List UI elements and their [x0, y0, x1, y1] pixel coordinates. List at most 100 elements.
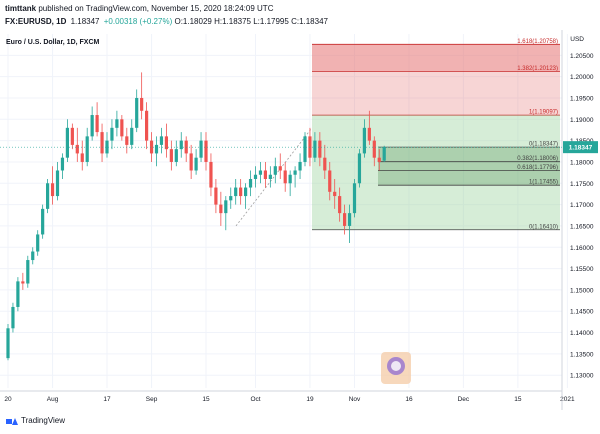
candle-body	[357, 153, 362, 184]
candle-body	[199, 140, 203, 158]
candle-body	[31, 251, 35, 261]
x-tick-label: 19	[306, 396, 314, 403]
candle-body	[323, 157, 327, 171]
badge-core	[391, 361, 401, 371]
candle-body	[194, 157, 198, 171]
open-label: O:	[174, 17, 183, 26]
x-tick-label: Aug	[47, 396, 59, 403]
candle-body	[26, 260, 30, 284]
fib-level-label: 1.382(1.20123)	[517, 66, 558, 72]
symbol-label: FX:EURUSD, 1D	[5, 17, 67, 26]
candle-body	[293, 170, 297, 175]
y-tick-label: 1.16500	[570, 223, 594, 230]
fib-zone-top	[312, 44, 560, 72]
y-tick-label: 1.13500	[570, 351, 594, 358]
candle-body	[135, 97, 139, 128]
candle-body	[347, 213, 352, 226]
candle-body	[140, 97, 144, 111]
candle-body	[333, 191, 337, 197]
candle-body	[50, 183, 55, 197]
candle-body	[263, 170, 267, 180]
candle-body	[41, 208, 45, 235]
candle-body	[169, 149, 173, 162]
fib-level-label: 1(1.19097)	[529, 110, 558, 116]
y-tick-label: 1.19000	[570, 117, 594, 124]
y-tick-label: 1.17000	[570, 202, 594, 209]
fib-level-label: 0(1.18347)	[529, 142, 558, 148]
fib-level-label: 1.618(1.20758)	[517, 39, 558, 45]
candle-body	[100, 132, 104, 154]
candle-body	[253, 174, 258, 180]
candle-body	[130, 127, 134, 145]
low-value: 1.17995	[259, 17, 289, 26]
candle-body	[149, 140, 154, 154]
candle-body	[115, 119, 119, 128]
candle-body	[268, 174, 272, 180]
y-tick-label: 1.18000	[570, 159, 594, 166]
candle-body	[229, 196, 233, 201]
fibonacci-tools[interactable]: 1.618(1.20758) 1.382(1.20123) 1(1.19097) 0(…	[235, 39, 560, 230]
candle-body	[60, 157, 65, 171]
high-value: 1.18375	[222, 17, 251, 26]
candle-body	[278, 166, 282, 171]
candle-body	[65, 127, 69, 158]
fib-level-label: 1(1.17455)	[529, 180, 558, 186]
candle-body	[214, 187, 218, 205]
close-label: C:	[291, 17, 300, 26]
candle-body	[234, 187, 238, 197]
candle-body	[283, 170, 287, 184]
x-tick-label: Sep	[146, 396, 158, 403]
candle-body	[179, 140, 183, 150]
publish-line: timttank published on TradingView.com, N…	[5, 4, 273, 13]
candle-body	[338, 196, 342, 214]
candle-body	[219, 204, 223, 214]
candle-body	[11, 306, 15, 329]
y-tick-label: 1.14000	[570, 330, 594, 337]
close-value: 1.18347	[299, 17, 328, 26]
chart-axes: 1.205001.200001.195001.190001.185001.180…	[0, 30, 598, 410]
candle-body	[159, 136, 164, 145]
low-label: L:	[253, 17, 260, 26]
candle-body	[352, 183, 357, 214]
candle-body	[95, 115, 99, 133]
candle-body	[382, 147, 386, 161]
candle-body	[204, 140, 208, 162]
candle-body	[164, 136, 168, 150]
candle-body	[313, 140, 317, 158]
x-tick-label: Dec	[458, 396, 470, 403]
y-tick-label: 1.17500	[570, 181, 594, 188]
fib-zone-mid	[312, 71, 560, 116]
candle-body	[318, 140, 322, 158]
high-label: H:	[214, 17, 223, 26]
candle-body	[248, 179, 253, 188]
candle-body	[224, 200, 228, 214]
x-tick-label: Nov	[349, 396, 361, 403]
tradingview-footer[interactable]: TradingView	[6, 416, 65, 425]
candle-body	[288, 174, 292, 184]
x-tick-label: 16	[405, 396, 413, 403]
candle-body	[328, 170, 332, 192]
x-tick-label: Oct	[250, 396, 260, 403]
candle-body	[367, 127, 371, 141]
published-text: published on TradingView.com, November 1…	[38, 4, 274, 13]
last-price: 1.18347	[70, 17, 100, 26]
fib-level-label: 0.618(1.17796)	[517, 165, 558, 171]
candle-body	[105, 140, 109, 154]
watermark-badge-icon	[381, 352, 411, 384]
candle-body	[273, 166, 277, 175]
candle-body	[46, 183, 50, 209]
x-tick-label: 2021	[560, 396, 575, 403]
candle-body	[125, 136, 129, 145]
candle-body	[16, 281, 20, 307]
open-value: 1.18029	[182, 17, 212, 26]
trend-connector	[235, 127, 313, 227]
candle-body	[55, 170, 60, 197]
candle-body	[343, 213, 347, 226]
fib-level-label: 0(1.16410)	[529, 224, 558, 230]
candle-body	[21, 281, 25, 284]
candle-body	[239, 187, 243, 197]
x-tick-label: 20	[4, 396, 12, 403]
author-name[interactable]: timttank	[5, 4, 37, 13]
y-tick-label: 1.16000	[570, 245, 594, 252]
